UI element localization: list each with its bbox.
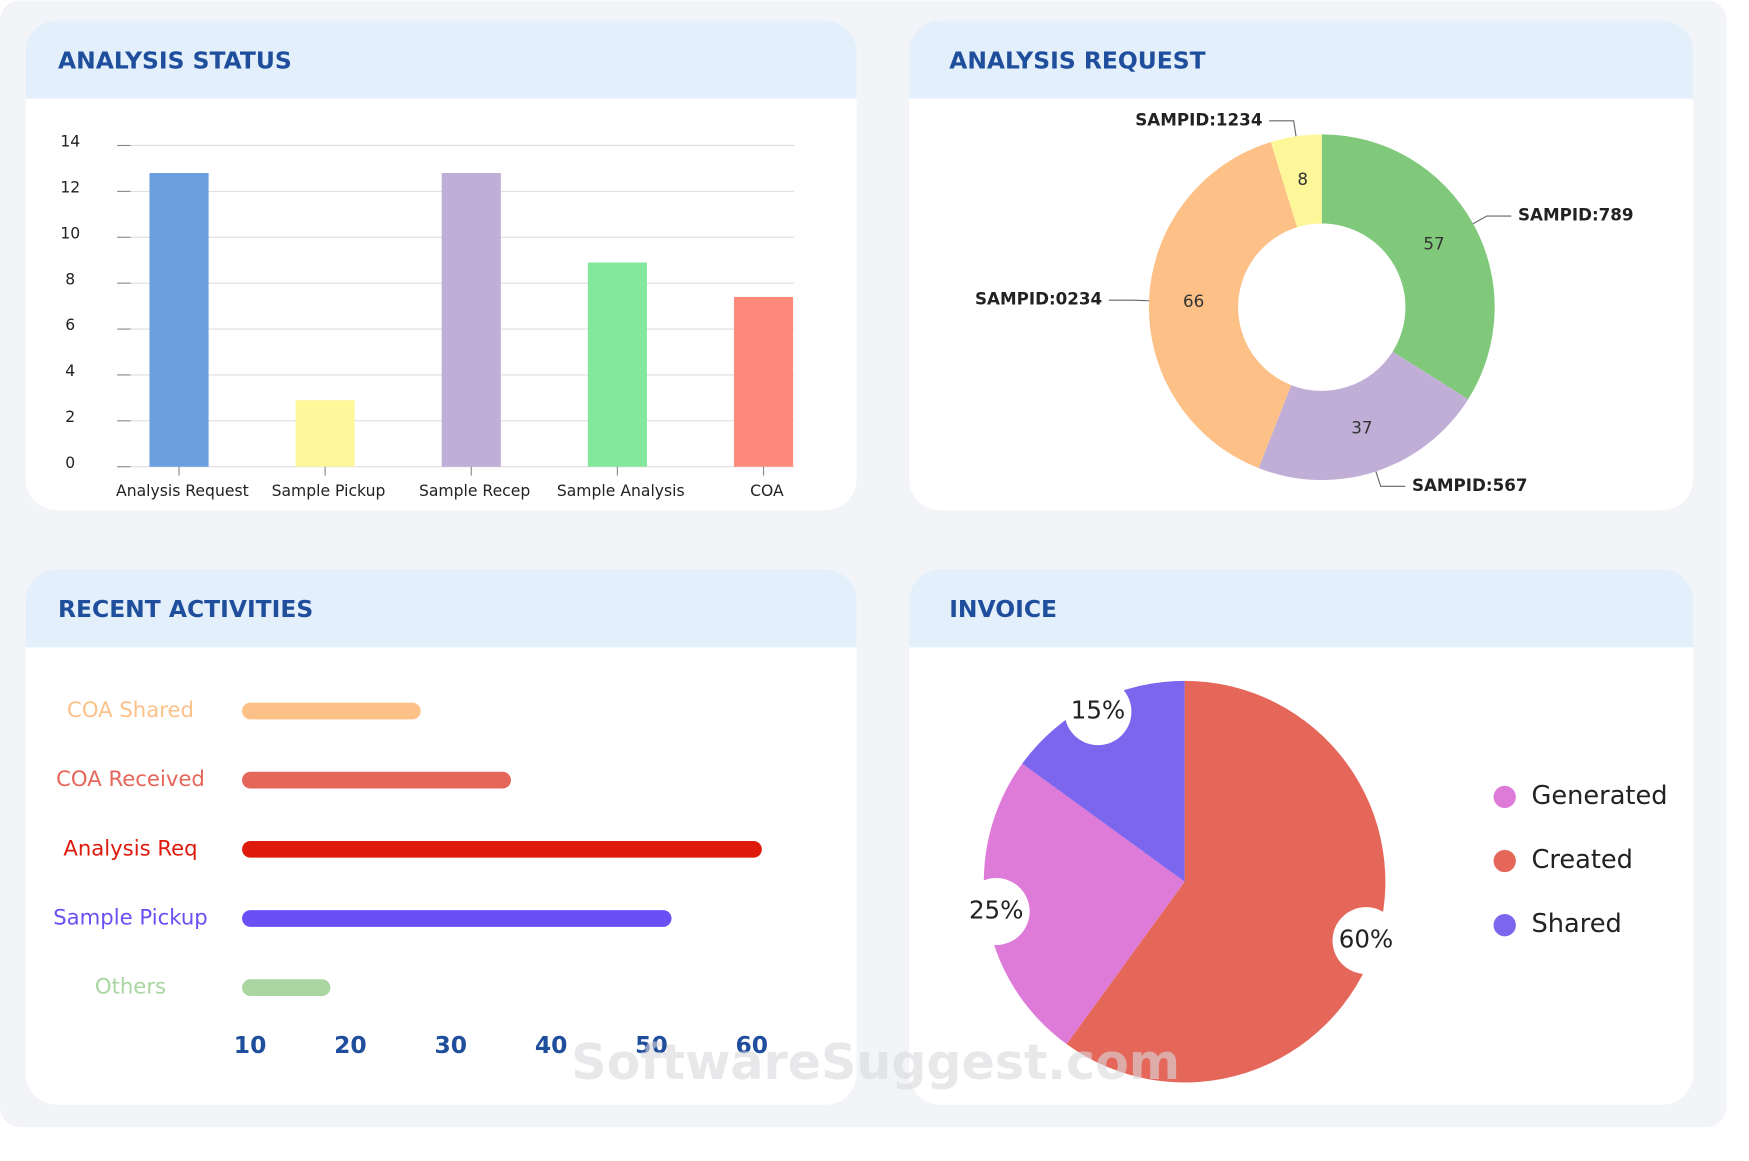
label-badge bbox=[1064, 678, 1132, 746]
label-badge bbox=[962, 878, 1030, 945]
pie-slice bbox=[1066, 680, 1386, 1083]
category-label: Others bbox=[95, 974, 166, 999]
bar bbox=[242, 910, 672, 927]
x-tick-label: 60 bbox=[736, 1031, 769, 1059]
donut-segment bbox=[1321, 134, 1495, 400]
bar bbox=[242, 702, 421, 720]
panel-title: ANALYSIS REQUEST bbox=[949, 46, 1205, 74]
x-tick-label: 10 bbox=[234, 1031, 267, 1059]
donut-segment bbox=[1148, 142, 1298, 469]
data-label: 66 bbox=[1183, 291, 1204, 311]
watermark: SoftwareSuggest.com bbox=[571, 1033, 1180, 1091]
y-tick-label: 10 bbox=[60, 224, 80, 242]
panel-title: RECENT ACTIVITIES bbox=[58, 595, 313, 623]
bar bbox=[587, 262, 647, 467]
donut-segment bbox=[1258, 351, 1469, 481]
y-tick-label: 12 bbox=[60, 179, 80, 197]
bar bbox=[242, 771, 511, 789]
x-tick-label: Analysis Request bbox=[116, 482, 249, 500]
data-label: 37 bbox=[1351, 418, 1372, 438]
category-label: SAMPID:0234 bbox=[975, 289, 1102, 309]
panel-title: INVOICE bbox=[949, 595, 1057, 623]
category-label: SAMPID:1234 bbox=[1135, 109, 1262, 129]
legend-swatch bbox=[1493, 785, 1516, 809]
x-tick-label: Sample Recep bbox=[419, 482, 530, 500]
leader-line bbox=[1269, 120, 1297, 137]
y-tick-label: 2 bbox=[65, 408, 75, 426]
pie-slice bbox=[1022, 680, 1185, 882]
panel: RECENT ACTIVITIES bbox=[25, 569, 857, 1105]
bar bbox=[149, 173, 209, 467]
category-label: COA Received bbox=[56, 766, 205, 791]
y-tick-label: 14 bbox=[60, 133, 80, 151]
y-tick-label: 4 bbox=[65, 362, 75, 380]
data-label: 57 bbox=[1423, 234, 1444, 254]
label-badge bbox=[1332, 907, 1400, 975]
legend-label: Shared bbox=[1531, 909, 1621, 939]
category-label: SAMPID:567 bbox=[1412, 475, 1528, 495]
data-label: 8 bbox=[1297, 169, 1308, 189]
legend-swatch bbox=[1493, 849, 1516, 873]
x-tick-label: Sample Pickup bbox=[272, 482, 386, 500]
donut-segment bbox=[1270, 134, 1322, 228]
x-tick-label: 50 bbox=[635, 1031, 668, 1059]
panel: ANALYSIS STATUS bbox=[25, 20, 857, 511]
x-tick-label: 40 bbox=[535, 1031, 568, 1059]
pie-slice bbox=[983, 763, 1185, 1045]
bar bbox=[733, 296, 794, 467]
x-tick-label: 20 bbox=[334, 1031, 367, 1059]
x-tick-label: 30 bbox=[434, 1031, 467, 1059]
legend-label: Created bbox=[1531, 845, 1632, 875]
x-tick-label: COA bbox=[750, 482, 784, 500]
y-tick-label: 0 bbox=[65, 454, 75, 472]
data-label: 15% bbox=[1071, 696, 1126, 725]
data-label: 60% bbox=[1339, 925, 1393, 954]
panel: ANALYSIS REQUEST bbox=[909, 20, 1694, 511]
category-label: COA Shared bbox=[67, 697, 194, 722]
category-label: Analysis Req bbox=[63, 835, 197, 860]
bar bbox=[242, 979, 331, 996]
legend-label: Generated bbox=[1531, 781, 1667, 811]
leader-line bbox=[1375, 471, 1406, 487]
leader-line bbox=[1472, 215, 1512, 225]
category-label: SAMPID:789 bbox=[1518, 205, 1634, 225]
category-label: Sample Pickup bbox=[53, 904, 208, 929]
bar bbox=[441, 173, 501, 467]
legend-swatch bbox=[1493, 914, 1516, 937]
bar bbox=[242, 840, 762, 858]
panel-title: ANALYSIS STATUS bbox=[58, 46, 292, 74]
y-tick-label: 6 bbox=[65, 316, 75, 334]
data-label: 25% bbox=[969, 896, 1024, 925]
bar bbox=[295, 400, 355, 467]
leader-line bbox=[1108, 299, 1150, 302]
x-tick-label: Sample Analysis bbox=[557, 482, 685, 500]
y-tick-label: 8 bbox=[65, 270, 75, 288]
